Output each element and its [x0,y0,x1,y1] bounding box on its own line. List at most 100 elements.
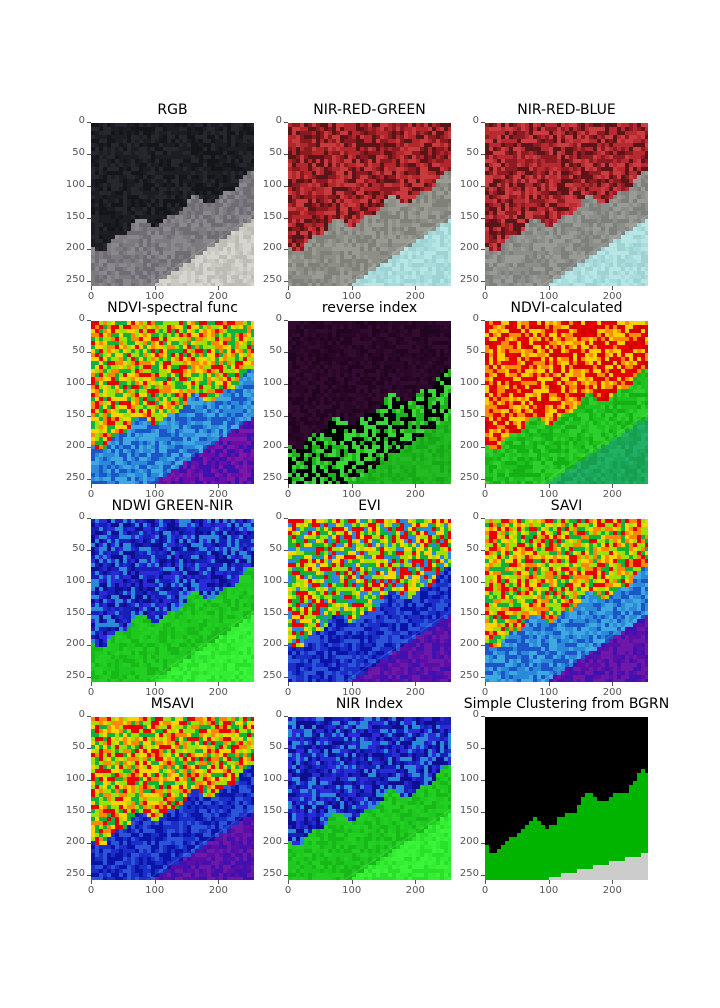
y-tick-label: 250 [45,868,91,879]
y-tick-label: 150 [242,607,288,618]
y-tick-label: 200 [439,242,485,253]
y-tick-label: 150 [242,805,288,816]
y-tick-label: 0 [439,115,485,126]
x-tick-label: 100 [140,286,170,302]
y-tick-label: 100 [45,179,91,190]
y-tick-label: 50 [45,147,91,158]
panel-title: Simple Clustering from BGRN [445,696,688,712]
y-tick-label: 200 [45,638,91,649]
panel-image [485,123,648,286]
y-tick-label: 250 [45,472,91,483]
panel-image [288,717,451,880]
y-tick-label: 250 [439,472,485,483]
y-tick-label: 150 [242,409,288,420]
y-tick-label: 50 [242,345,288,356]
x-tick-label: 0 [470,484,500,500]
panel-nir: NIR Index 0 50 100 150 200 250 0 100 200 [263,696,451,896]
y-tick-label: 200 [439,836,485,847]
y-tick-label: 200 [45,242,91,253]
panel-msavi: MSAVI 0 50 100 150 200 250 0 100 200 [66,696,254,896]
y-tick-label: 200 [242,440,288,451]
x-tick-label: 200 [597,484,627,500]
x-tick-label: 0 [470,286,500,302]
x-tick-label: 200 [203,682,233,698]
x-tick-label: 200 [400,484,430,500]
y-tick-label: 0 [45,709,91,720]
panel-rgb: RGB 0 50 100 150 200 250 0 100 200 [66,102,254,302]
y-tick-label: 250 [242,472,288,483]
panel-title: NDVI-calculated [445,300,688,316]
y-tick-label: 0 [439,709,485,720]
x-tick-label: 200 [400,682,430,698]
y-tick-label: 200 [242,242,288,253]
y-tick-label: 150 [439,409,485,420]
x-tick-label: 0 [76,286,106,302]
y-tick-label: 50 [242,543,288,554]
y-tick-label: 250 [439,868,485,879]
x-tick-label: 200 [400,286,430,302]
y-tick-label: 0 [439,511,485,522]
y-tick-label: 200 [242,638,288,649]
y-tick-label: 250 [439,274,485,285]
y-tick-label: 0 [242,709,288,720]
y-tick-label: 100 [242,575,288,586]
y-tick-label: 200 [45,836,91,847]
x-tick-label: 200 [203,880,233,896]
y-tick-label: 50 [242,147,288,158]
panel-title: MSAVI [51,696,294,712]
panel-image [91,519,254,682]
panel-image [485,519,648,682]
y-tick-label: 200 [439,440,485,451]
y-tick-label: 50 [45,741,91,752]
panel-title: reverse index [248,300,491,316]
panel-ndwi: NDWI GREEN-NIR 0 50 100 150 200 250 0 100 200 [66,498,254,698]
y-tick-label: 250 [45,670,91,681]
panel-title: NIR-RED-BLUE [445,102,688,118]
y-tick-label: 150 [439,211,485,222]
panel-title: NDWI GREEN-NIR [51,498,294,514]
y-tick-label: 0 [45,115,91,126]
x-tick-label: 0 [273,682,303,698]
x-tick-label: 100 [534,880,564,896]
x-tick-label: 0 [76,484,106,500]
y-tick-label: 100 [45,377,91,388]
y-tick-label: 250 [45,274,91,285]
x-tick-label: 100 [534,286,564,302]
panel-title: NDVI-spectral func [51,300,294,316]
x-tick-label: 200 [597,880,627,896]
panel-cluster: Simple Clustering from BGRN 0 50 100 150 200 2… [460,696,669,896]
panel-nrb: NIR-RED-BLUE 0 50 100 150 200 250 0 100 200 [460,102,648,302]
x-tick-label: 0 [273,484,303,500]
y-tick-label: 150 [45,805,91,816]
y-tick-label: 150 [439,805,485,816]
panel-image [91,717,254,880]
y-tick-label: 100 [242,179,288,190]
panel-image [485,321,648,484]
y-tick-label: 0 [45,511,91,522]
x-tick-label: 100 [140,484,170,500]
y-tick-label: 150 [45,607,91,618]
y-tick-label: 100 [45,575,91,586]
y-tick-label: 200 [45,440,91,451]
x-tick-label: 200 [400,880,430,896]
y-tick-label: 100 [242,377,288,388]
y-tick-label: 200 [439,638,485,649]
x-tick-label: 200 [203,484,233,500]
y-tick-label: 100 [439,773,485,784]
y-tick-label: 50 [242,741,288,752]
x-tick-label: 100 [337,682,367,698]
x-tick-label: 200 [597,682,627,698]
y-tick-label: 50 [45,345,91,356]
panel-title: NIR Index [248,696,491,712]
panel-ndvi_calc: NDVI-calculated 0 50 100 150 200 250 0 100 200 [460,300,648,500]
panel-image [288,123,451,286]
panel-title: NIR-RED-GREEN [248,102,491,118]
y-tick-label: 50 [439,741,485,752]
y-tick-label: 50 [45,543,91,554]
y-tick-label: 50 [439,345,485,356]
x-tick-label: 200 [597,286,627,302]
y-tick-label: 100 [439,575,485,586]
x-tick-label: 100 [337,286,367,302]
y-tick-label: 0 [242,511,288,522]
y-tick-label: 0 [45,313,91,324]
